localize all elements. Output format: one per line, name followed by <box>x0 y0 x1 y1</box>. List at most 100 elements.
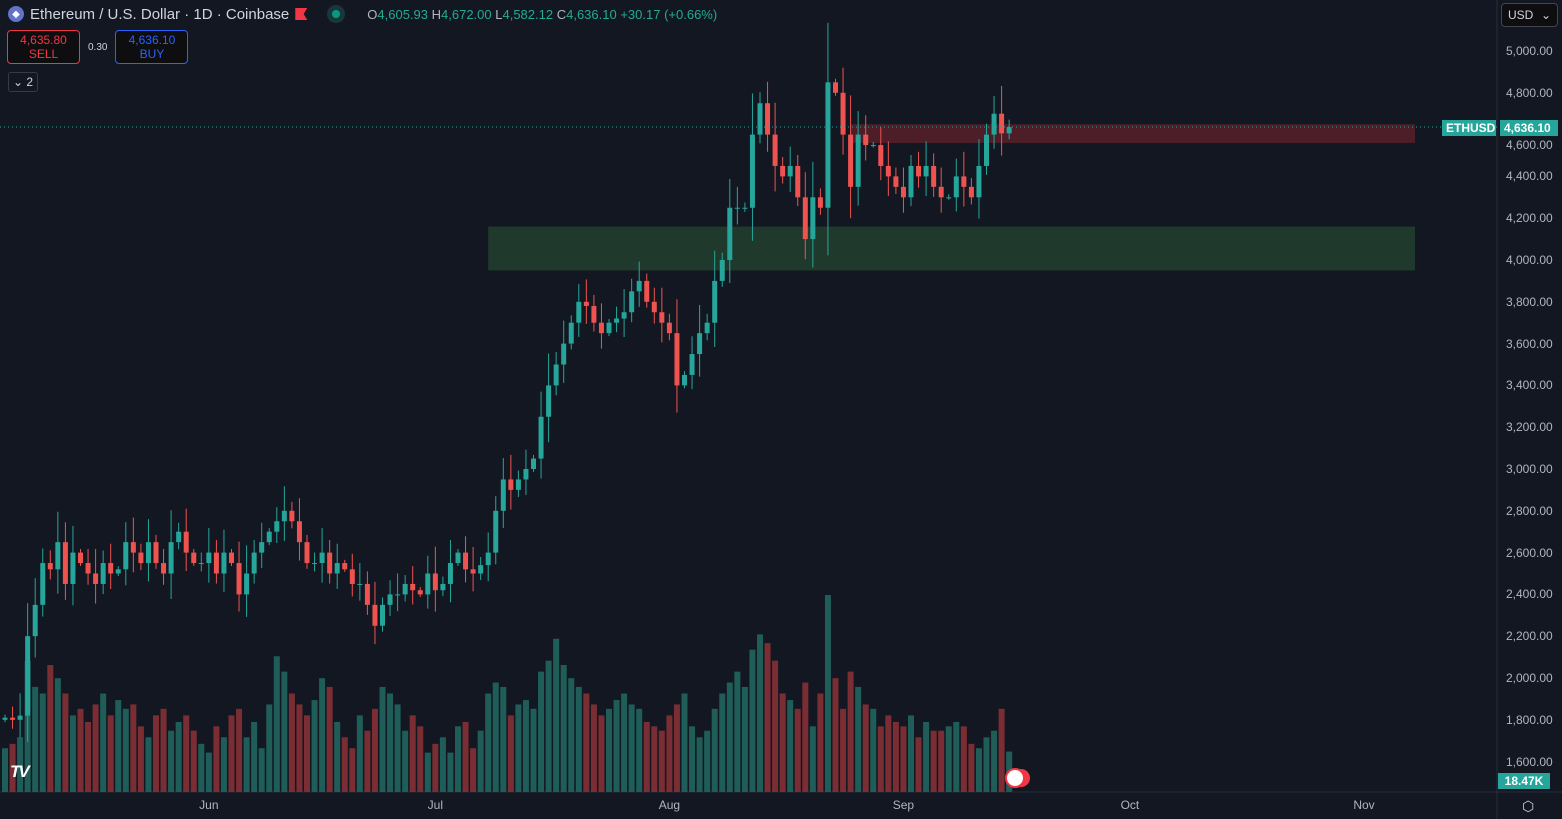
volume-bar <box>137 726 144 792</box>
volume-bar <box>371 708 378 792</box>
candle-body <box>145 542 151 564</box>
volume-bar <box>183 715 190 792</box>
volume-bar <box>213 726 220 792</box>
candle-body <box>614 318 620 323</box>
volume-bar <box>387 693 394 792</box>
candle-body <box>357 583 363 585</box>
volume-bar <box>296 704 303 792</box>
candle-body <box>523 469 529 480</box>
volume-bar <box>945 726 952 792</box>
symbol-price-tag: ETHUSD <box>1442 120 1496 136</box>
volume-bar <box>840 708 847 792</box>
support-zone <box>488 226 1415 271</box>
volume-bar <box>983 737 990 792</box>
price-tick: 2,000.00 <box>1506 671 1553 685</box>
volume-bar <box>606 708 612 792</box>
candle-body <box>553 364 559 386</box>
market-status-icon[interactable] <box>327 5 346 23</box>
candle-body <box>893 176 899 187</box>
volume-bar <box>673 704 680 792</box>
volume-bar <box>273 656 280 792</box>
candle-body <box>863 134 869 146</box>
candle-body <box>183 531 189 553</box>
candle-body <box>463 552 469 570</box>
candle-body <box>191 552 197 564</box>
volume-bar <box>432 743 439 792</box>
volume-bar <box>349 748 356 792</box>
candle-body <box>349 569 355 584</box>
candle-body <box>855 134 861 187</box>
candle-body <box>198 563 204 565</box>
ohlc-values: O4,605.93 H4,672.00 L4,582.12 C4,636.10 … <box>367 6 718 22</box>
volume-bar <box>908 715 914 792</box>
settings-icon[interactable]: ⬡ <box>1522 798 1535 814</box>
candle-body <box>130 542 136 553</box>
volume-bar <box>190 730 197 792</box>
candle-body <box>168 542 174 574</box>
volume-bar <box>530 708 537 792</box>
symbol-title[interactable]: Ethereum / U.S. Dollar · 1D · Coinbase <box>30 5 290 23</box>
volume-bar <box>492 682 499 792</box>
volume-bar <box>719 693 726 792</box>
volume-bar <box>153 715 159 792</box>
candle-body <box>666 322 672 334</box>
candle-body <box>25 636 31 716</box>
volume-label: 18.47K <box>1498 773 1550 789</box>
candle-body <box>621 312 627 319</box>
indicators-collapse-button[interactable]: ⌄ 2 <box>8 72 38 92</box>
volume-bar <box>122 708 129 792</box>
candle-body <box>531 458 536 469</box>
candle-body <box>410 583 416 591</box>
candle-body <box>455 552 461 564</box>
candle-body <box>500 479 506 511</box>
candle-body <box>689 354 695 375</box>
volume-bar <box>568 678 575 792</box>
candle-body <box>878 145 884 166</box>
volume-bar <box>2 748 8 792</box>
candle-body <box>395 594 401 596</box>
candle-body <box>938 186 944 198</box>
candle-body <box>312 563 318 565</box>
volume-bar <box>439 737 446 792</box>
volume-bar <box>334 721 341 792</box>
volume-bar <box>515 704 522 792</box>
volume-bar <box>575 686 582 792</box>
volume-bar <box>168 730 175 792</box>
flag-icon[interactable] <box>295 8 308 20</box>
volume-bar <box>145 737 152 792</box>
volume-bar <box>870 708 877 792</box>
candle-body <box>946 197 952 199</box>
candle-body <box>968 186 974 198</box>
candle-body <box>266 531 272 543</box>
volume-bar <box>485 693 492 792</box>
candle-body <box>606 322 612 334</box>
candle-body <box>372 604 378 626</box>
candle-body <box>387 594 393 605</box>
candle-body <box>402 583 408 595</box>
sell-button[interactable]: 4,635.80 SELL <box>7 30 80 64</box>
volume-bar <box>862 704 869 792</box>
volume-bar <box>923 721 930 792</box>
volume-bar <box>47 665 54 792</box>
candle-body <box>470 569 476 574</box>
volume-bar <box>379 686 386 792</box>
candle-body <box>1006 127 1012 134</box>
volume-bar <box>658 730 665 792</box>
price-tick: 5,000.00 <box>1506 44 1553 58</box>
candle-body <box>123 542 129 570</box>
volume-bar <box>900 726 907 792</box>
volume-bar <box>243 737 250 792</box>
candle-body <box>259 542 265 553</box>
time-tick: Jul <box>427 798 444 812</box>
volume-bar <box>175 721 182 792</box>
candle-body <box>817 197 823 208</box>
candle-body <box>319 552 325 564</box>
volume-bar <box>968 743 975 792</box>
tradingview-logo[interactable]: TV <box>10 762 30 781</box>
volume-bar <box>975 748 982 792</box>
currency-select[interactable]: USD ⌄ <box>1501 3 1558 27</box>
buy-button[interactable]: 4,636.10 BUY <box>115 30 189 64</box>
candle-body <box>2 717 8 720</box>
volume-bar <box>809 726 816 792</box>
